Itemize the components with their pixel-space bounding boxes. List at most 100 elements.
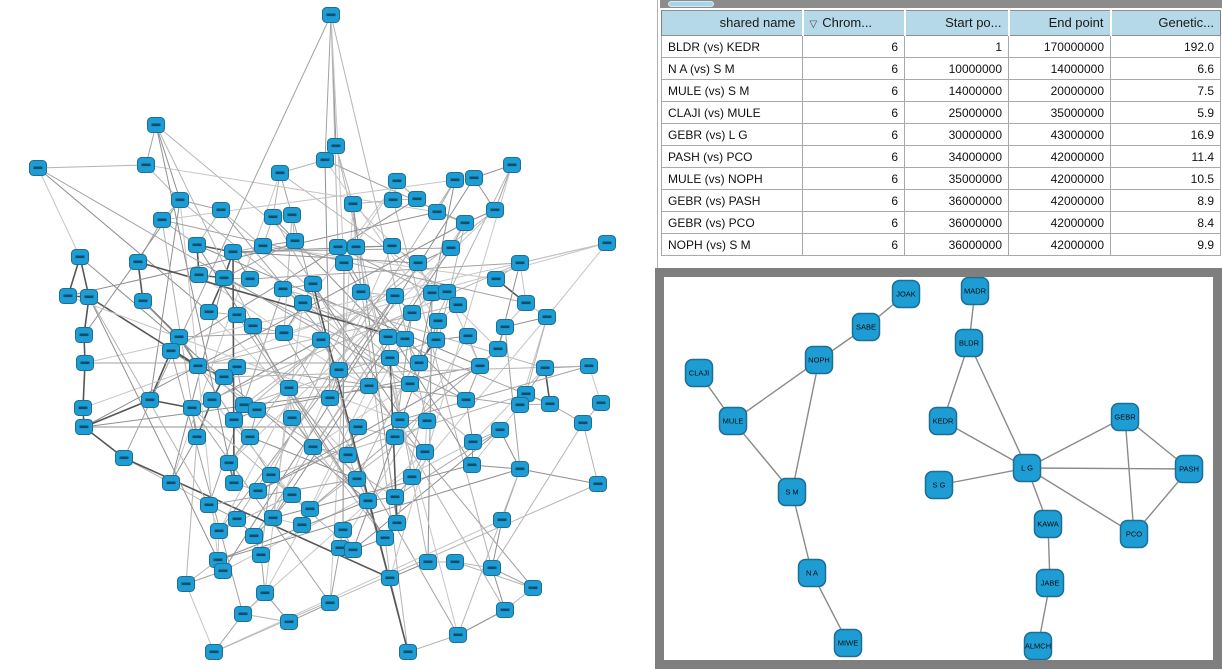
- network-node[interactable]: [459, 328, 477, 344]
- network-node[interactable]: [274, 281, 292, 297]
- network-node[interactable]: [248, 402, 266, 418]
- table-row[interactable]: PASH (vs) PCO 6 34000000 42000000 11.4: [661, 145, 1221, 168]
- network-node[interactable]: [115, 450, 133, 466]
- network-node[interactable]: [188, 429, 206, 445]
- network-node[interactable]: [416, 444, 434, 460]
- network-node[interactable]: [463, 457, 481, 473]
- network-node[interactable]: [487, 271, 505, 287]
- network-node[interactable]: [215, 369, 233, 385]
- network-node[interactable]: [359, 493, 377, 509]
- network-node[interactable]: [386, 489, 404, 505]
- network-node[interactable]: [352, 284, 370, 300]
- network-node[interactable]: [329, 239, 347, 255]
- network-node[interactable]: [280, 614, 298, 630]
- network-node[interactable]: [386, 288, 404, 304]
- network-node[interactable]: [245, 528, 263, 544]
- network-node[interactable]: [456, 215, 474, 231]
- network-node[interactable]: [283, 410, 301, 426]
- network-node[interactable]: [491, 422, 509, 438]
- network-node[interactable]: [403, 469, 421, 485]
- network-node[interactable]: [188, 237, 206, 253]
- network-node[interactable]: [210, 523, 228, 539]
- network-node[interactable]: [511, 461, 529, 477]
- table-row[interactable]: BLDR (vs) KEDR 6 1 170000000 192.0: [661, 35, 1221, 58]
- network-node[interactable]: [334, 522, 352, 538]
- network-node[interactable]: [264, 209, 282, 225]
- network-node[interactable]: [220, 455, 238, 471]
- network-node[interactable]: [386, 429, 404, 445]
- network-node[interactable]: [71, 249, 89, 265]
- network-node[interactable]: [592, 395, 610, 411]
- network-node[interactable]: [203, 392, 221, 408]
- network-node[interactable]: [446, 554, 464, 570]
- column-header-genetic-[interactable]: Genetic...: [1109, 10, 1221, 36]
- network-node[interactable]: [379, 329, 397, 345]
- network-node[interactable]: [384, 192, 402, 208]
- network-node[interactable]: [190, 267, 208, 283]
- network-node[interactable]: [224, 244, 242, 260]
- network-node[interactable]: [321, 390, 339, 406]
- network-node[interactable]: [348, 471, 366, 487]
- node-joak[interactable]: JOAK: [891, 279, 921, 309]
- node-kawa[interactable]: KAWA: [1033, 509, 1063, 539]
- table-horizontal-scrollbar[interactable]: [660, 0, 1222, 8]
- network-node[interactable]: [427, 332, 445, 348]
- network-node[interactable]: [391, 412, 409, 428]
- main-network-canvas[interactable]: [0, 0, 660, 669]
- network-node[interactable]: [294, 295, 312, 311]
- table-row[interactable]: MULE (vs) S M 6 14000000 20000000 7.5: [661, 79, 1221, 102]
- network-node[interactable]: [339, 447, 357, 463]
- network-node[interactable]: [322, 7, 340, 23]
- network-node[interactable]: [215, 270, 233, 286]
- network-node[interactable]: [241, 271, 259, 287]
- network-node[interactable]: [304, 276, 322, 292]
- column-header-end-point[interactable]: End point: [1007, 10, 1111, 36]
- network-node[interactable]: [200, 304, 218, 320]
- network-node[interactable]: [376, 530, 394, 546]
- column-header-shared-name[interactable]: shared name: [661, 10, 803, 36]
- network-node[interactable]: [59, 288, 77, 304]
- network-node[interactable]: [464, 434, 482, 450]
- network-node[interactable]: [408, 191, 426, 207]
- network-node[interactable]: [271, 165, 289, 181]
- network-node[interactable]: [189, 358, 207, 374]
- network-node[interactable]: [212, 202, 230, 218]
- scrollbar-thumb[interactable]: [668, 1, 714, 7]
- network-node[interactable]: [383, 238, 401, 254]
- network-node[interactable]: [304, 439, 322, 455]
- network-node[interactable]: [280, 380, 298, 396]
- network-node[interactable]: [403, 305, 421, 321]
- node-jabe[interactable]: JABE: [1035, 568, 1065, 598]
- network-node[interactable]: [541, 396, 559, 412]
- network-node[interactable]: [538, 309, 556, 325]
- network-node[interactable]: [171, 192, 189, 208]
- node-miwe[interactable]: MIWE: [833, 628, 863, 658]
- network-node[interactable]: [75, 327, 93, 343]
- network-node[interactable]: [262, 467, 280, 483]
- network-node[interactable]: [396, 331, 414, 347]
- network-node[interactable]: [225, 475, 243, 491]
- network-node[interactable]: [442, 240, 460, 256]
- table-row[interactable]: CLAJI (vs) MULE 6 25000000 35000000 5.9: [661, 101, 1221, 124]
- network-node[interactable]: [419, 554, 437, 570]
- node-pco[interactable]: PCO: [1119, 519, 1149, 549]
- network-node[interactable]: [457, 392, 475, 408]
- network-node[interactable]: [283, 207, 301, 223]
- column-header-start-po-[interactable]: Start po...: [903, 10, 1009, 36]
- network-node[interactable]: [349, 419, 367, 435]
- network-node[interactable]: [74, 400, 92, 416]
- node-madr[interactable]: MADR: [960, 277, 990, 306]
- network-node[interactable]: [254, 238, 272, 254]
- table-row[interactable]: MULE (vs) NOPH 6 35000000 42000000 10.5: [661, 167, 1221, 190]
- network-node[interactable]: [316, 152, 334, 168]
- network-node[interactable]: [449, 627, 467, 643]
- network-node[interactable]: [423, 285, 441, 301]
- filtered-network-canvas[interactable]: JOAK MADR SABE NOPH BLDR CLAJI MULE KEDR GEBR L G…: [664, 277, 1213, 660]
- node-pash[interactable]: PASH: [1174, 454, 1204, 484]
- network-node[interactable]: [141, 392, 159, 408]
- network-node[interactable]: [496, 319, 514, 335]
- network-node[interactable]: [418, 413, 436, 429]
- network-node[interactable]: [465, 170, 483, 186]
- network-node[interactable]: [330, 362, 348, 378]
- node-l-g[interactable]: L G: [1012, 453, 1042, 483]
